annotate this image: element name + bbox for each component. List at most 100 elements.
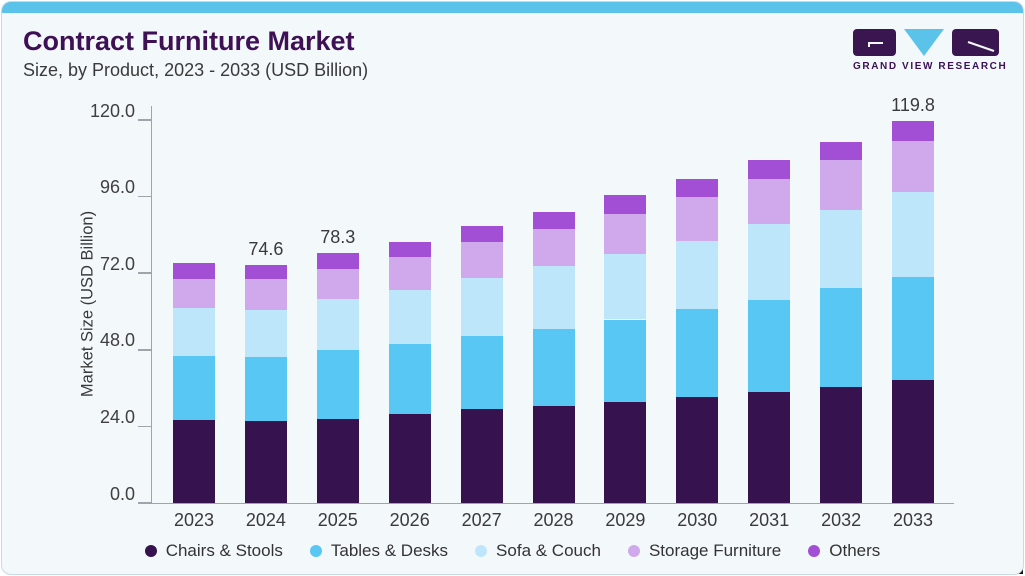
- legend-label-tables-desks: Tables & Desks: [330, 541, 449, 560]
- bar-2031-sofa-couch: [748, 224, 791, 301]
- y-tick-0: [138, 502, 151, 504]
- x-label-2029: 2029: [605, 510, 646, 530]
- top-accent-bar: [2, 2, 1023, 13]
- gvr-logo-r-icon: [952, 29, 999, 56]
- bar-2028-others: [532, 211, 575, 229]
- bar-2027-storage-furniture: [460, 241, 503, 279]
- bar-2028-sofa-couch: [532, 265, 575, 329]
- bar-2029-storage-furniture: [604, 214, 647, 254]
- x-label-2026: 2026: [389, 510, 430, 530]
- legend-item-chairs-stools: Chairs & Stools: [144, 541, 283, 561]
- x-label-2031: 2031: [749, 510, 790, 530]
- bar-2033-chairs-stools: [892, 380, 934, 503]
- bar-2026-sofa-couch: [388, 290, 431, 345]
- x-label-2023: 2023: [173, 510, 215, 530]
- bar-2029-others: [604, 195, 647, 215]
- legend-dot-sofa-couch: [475, 545, 488, 557]
- x-label-2025: 2025: [317, 510, 358, 530]
- bar-2029-sofa-couch: [604, 253, 647, 320]
- bar-2025-sofa-couch: [316, 298, 359, 351]
- y-tick-label-0: 0.0: [109, 483, 135, 504]
- bar-2032-chairs-stools: [820, 386, 863, 503]
- gvr-logo-triangle-icon: [904, 29, 944, 56]
- bar-2030-chairs-stools: [676, 397, 719, 503]
- y-tick-72: [138, 272, 151, 274]
- bar-2024-others: [244, 264, 287, 280]
- gvr-logo: GRAND VIEW RESEARCH: [853, 29, 1008, 72]
- bar-2024-tables-desks: [244, 356, 287, 422]
- legend-item-storage-furniture: Storage Furniture: [627, 541, 782, 561]
- x-label-2033: 2033: [892, 510, 934, 530]
- bar-2026-chairs-stools: [388, 413, 431, 503]
- x-label-2027: 2027: [461, 510, 502, 530]
- chart-title: Contract Furniture Market: [23, 26, 355, 56]
- x-label-2024: 2024: [245, 510, 286, 530]
- bar-2023-sofa-couch: [173, 308, 215, 357]
- bar-2024-sofa-couch: [244, 310, 287, 357]
- value-label-2025: 78.3: [320, 227, 356, 248]
- bar-2028-storage-furniture: [532, 228, 575, 266]
- y-tick-48: [138, 349, 151, 351]
- legend-dot-storage-furniture: [627, 545, 640, 557]
- legend-dot-chairs-stools: [144, 545, 157, 557]
- bar-2030-sofa-couch: [676, 240, 719, 310]
- bar-2033-others: [892, 120, 934, 141]
- bar-2023-tables-desks: [173, 356, 215, 421]
- legend-label-others: Others: [829, 541, 881, 560]
- bar-2025-storage-furniture: [316, 268, 359, 299]
- gvr-logo-shapes: [853, 29, 999, 56]
- bar-2029-tables-desks: [604, 319, 647, 403]
- bar-2032-sofa-couch: [820, 210, 863, 288]
- value-label-2024: 74.6: [248, 238, 284, 259]
- bar-2026-tables-desks: [388, 344, 431, 414]
- bar-2023-chairs-stools: [173, 420, 215, 503]
- bar-2029-chairs-stools: [604, 402, 647, 503]
- bar-2027-others: [460, 225, 503, 242]
- legend-dot-tables-desks: [309, 545, 322, 557]
- legend-item-sofa-couch: Sofa & Couch: [475, 541, 601, 561]
- bar-2025-tables-desks: [316, 350, 359, 419]
- value-label-2033: 119.8: [891, 94, 935, 115]
- y-tick-label-96: 96.0: [99, 177, 135, 198]
- gvr-logo-g-icon: [853, 29, 896, 56]
- bar-2032-others: [820, 141, 863, 161]
- bar-2031-chairs-stools: [748, 392, 791, 503]
- bar-2026-others: [388, 241, 431, 257]
- bar-2026-storage-furniture: [388, 256, 431, 291]
- bar-2023-storage-furniture: [173, 278, 215, 308]
- bar-2028-chairs-stools: [532, 406, 575, 503]
- x-label-2028: 2028: [533, 510, 574, 530]
- bar-2030-tables-desks: [676, 309, 719, 398]
- chart-subtitle: Size, by Product, 2023 - 2033 (USD Billi…: [23, 60, 369, 80]
- y-tick-96: [138, 195, 151, 198]
- bar-2031-others: [748, 160, 791, 180]
- legend-label-chairs-stools: Chairs & Stools: [165, 541, 283, 560]
- bar-2033-storage-furniture: [892, 140, 934, 192]
- stacked-bar-chart-plot: 0.0 24.0 48.0 72.0 96.0 120.0 2023 2024 74.6 2025…: [90, 95, 954, 530]
- bar-2032-storage-furniture: [820, 160, 863, 211]
- legend-item-tables-desks: Tables & Desks: [309, 541, 449, 561]
- bar-2032-tables-desks: [820, 287, 863, 387]
- y-tick-label-120: 120.0: [89, 100, 135, 121]
- y-axis-title: Market Size (USD Billion): [78, 210, 97, 398]
- bar-2033-sofa-couch: [892, 191, 934, 278]
- y-tick-label-48: 48.0: [99, 330, 135, 351]
- legend-label-storage-furniture: Storage Furniture: [648, 541, 782, 560]
- bar-2027-sofa-couch: [460, 278, 503, 337]
- x-label-2032: 2032: [821, 510, 862, 530]
- bar-2025-chairs-stools: [316, 418, 359, 503]
- legend-label-sofa-couch: Sofa & Couch: [496, 541, 601, 560]
- y-tick-label-72: 72.0: [99, 253, 135, 274]
- bar-2031-tables-desks: [748, 300, 791, 393]
- y-tick-label-24: 24.0: [99, 406, 135, 427]
- bar-2027-chairs-stools: [460, 409, 503, 503]
- bar-2028-tables-desks: [532, 328, 575, 407]
- bar-2030-others: [676, 179, 719, 197]
- y-tick-120: [138, 119, 151, 121]
- gvr-logo-wordmark: GRAND VIEW RESEARCH: [853, 61, 1008, 72]
- legend-item-others: Others: [808, 541, 880, 561]
- bar-2023-others: [173, 262, 215, 279]
- bar-2025-others: [316, 253, 359, 269]
- chart-legend: Chairs & Stools Tables & Desks Sofa & Couc…: [2, 541, 1023, 561]
